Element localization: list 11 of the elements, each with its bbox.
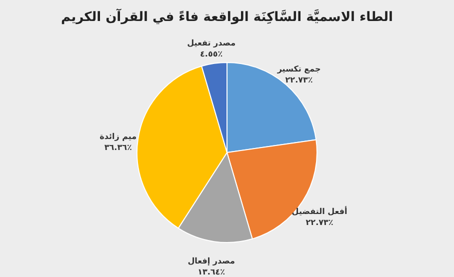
slice-label: أفعل التفضيل xyxy=(292,206,348,216)
data-label: ٣٦.٣٦٪ xyxy=(104,142,132,152)
slice-label: مصدر تفعيل xyxy=(187,38,236,48)
slice-label: جمع تكسير xyxy=(276,64,321,74)
data-label: ٢٢.٧٣٪ xyxy=(306,218,334,227)
slice-label: ميم زائدة xyxy=(100,132,137,141)
data-label: ١٣.٦٤٪ xyxy=(198,267,226,276)
slice-label: مصدر إفعال xyxy=(188,256,236,266)
data-label: ٤.٥٥٪ xyxy=(200,50,223,59)
chart-title: الطاء الاسميَّة السَّاكِنَة الواقعة فاءً في القرآن الكريم xyxy=(60,8,394,25)
data-label: ٢٢.٧٣٪ xyxy=(285,75,313,84)
